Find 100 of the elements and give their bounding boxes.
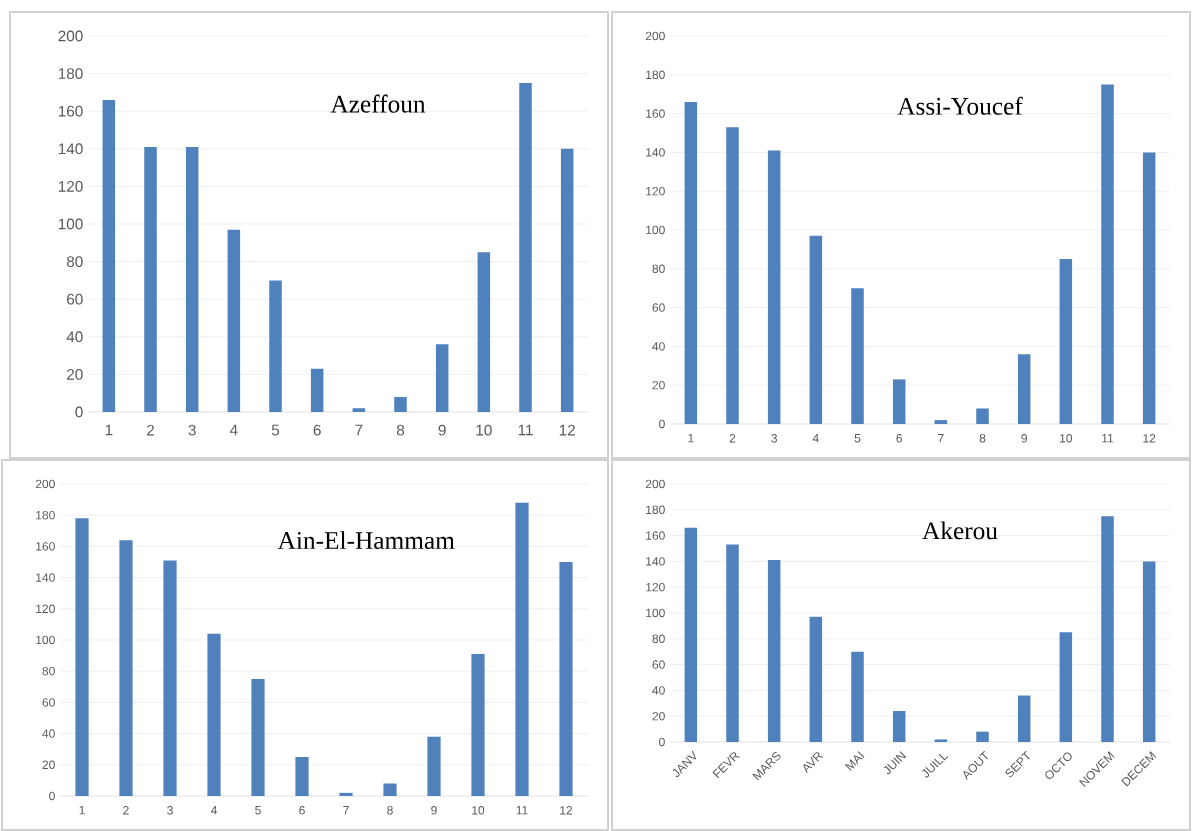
y-tick-label: 160 xyxy=(646,531,665,540)
y-tick-label: 60 xyxy=(652,660,665,669)
bar xyxy=(471,654,485,796)
y-tick-label: 200 xyxy=(645,479,665,489)
x-tick-label: 9 xyxy=(431,806,437,815)
bar xyxy=(560,148,574,412)
text: Assi-Youcef xyxy=(897,96,1023,115)
y-tick-label: 20 xyxy=(652,711,665,721)
bar xyxy=(1142,152,1156,424)
y-tick-label: 120 xyxy=(36,604,55,614)
bar xyxy=(227,229,241,412)
y-tick-label: 160 xyxy=(58,105,83,117)
bar xyxy=(726,544,739,742)
bar xyxy=(767,560,781,742)
bar xyxy=(251,678,265,796)
text: Azeffoun xyxy=(330,94,426,113)
x-tick-label: 1 xyxy=(688,434,694,443)
x-tick-label: 4 xyxy=(229,424,238,436)
bar xyxy=(976,408,989,424)
y-tick-label: 80 xyxy=(66,256,83,268)
y-tick-label: 40 xyxy=(652,342,665,351)
bar xyxy=(477,252,491,412)
y-tick-label: 120 xyxy=(646,186,665,196)
x-tick-label: 6 xyxy=(313,424,321,436)
bar xyxy=(269,280,282,412)
x-tick-label: 2 xyxy=(729,434,736,443)
x-tick-label: 12 xyxy=(1143,434,1156,443)
bar xyxy=(559,561,573,796)
x-tick-label: 5 xyxy=(255,806,261,815)
y-tick-label: 120 xyxy=(646,582,665,592)
bar xyxy=(1101,516,1114,742)
bar xyxy=(295,756,309,796)
x-tick-label: 5 xyxy=(854,434,861,443)
y-tick-label: 140 xyxy=(36,573,55,582)
x-tick-label: 1 xyxy=(79,806,85,815)
bar xyxy=(767,150,781,424)
bar xyxy=(435,344,449,412)
bar xyxy=(976,731,989,742)
y-tick-label: 20 xyxy=(67,368,83,380)
x-tick-label: 12 xyxy=(560,806,573,815)
x-tick-label: 9 xyxy=(1021,434,1027,443)
bar xyxy=(1059,632,1073,742)
bar xyxy=(1142,561,1156,742)
bar xyxy=(809,235,823,424)
x-tick-label: 8 xyxy=(396,424,405,436)
y-tick-label: 80 xyxy=(652,634,665,644)
bar xyxy=(394,396,407,412)
y-tick-label: 0 xyxy=(75,406,83,418)
x-tick-label: 10 xyxy=(476,424,492,436)
y-tick-label: 100 xyxy=(36,635,55,645)
y-tick-label: 40 xyxy=(42,729,55,738)
bar xyxy=(809,616,823,742)
bar xyxy=(519,82,532,412)
x-tick-label: 11 xyxy=(516,806,528,815)
y-tick-label: 200 xyxy=(35,479,55,489)
x-tick-label: 6 xyxy=(299,806,305,815)
y-tick-label: 40 xyxy=(66,331,83,343)
bar xyxy=(934,739,948,742)
bar xyxy=(892,379,906,424)
bar xyxy=(163,560,177,796)
x-tick-label: 7 xyxy=(355,424,363,436)
x-tick-label: 10 xyxy=(1060,434,1073,443)
x-tick-label: 9 xyxy=(438,424,446,436)
y-tick-label: 200 xyxy=(58,30,83,42)
bar xyxy=(515,502,529,796)
y-tick-label: 80 xyxy=(652,264,665,274)
bar xyxy=(383,783,397,796)
x-tick-label: 3 xyxy=(167,806,173,815)
y-tick-label: 180 xyxy=(646,505,665,515)
x-tick-label: 1 xyxy=(105,424,113,436)
y-tick-label: 160 xyxy=(36,542,55,551)
x-tick-label: 12 xyxy=(559,424,575,436)
y-tick-label: 180 xyxy=(58,68,83,80)
bar xyxy=(684,101,698,424)
y-tick-label: 0 xyxy=(659,737,665,747)
bar xyxy=(892,711,906,742)
y-tick-label: 140 xyxy=(646,557,665,566)
x-tick-label: 8 xyxy=(979,434,986,443)
bar xyxy=(851,288,864,424)
x-tick-label: 2 xyxy=(123,806,129,815)
bar xyxy=(427,736,441,796)
x-tick-label: 4 xyxy=(210,806,217,815)
y-tick-label: 60 xyxy=(652,303,665,312)
y-tick-label: 20 xyxy=(42,760,55,770)
y-tick-label: 40 xyxy=(652,686,665,695)
y-tick-label: 80 xyxy=(42,666,55,676)
y-tick-label: 60 xyxy=(67,293,83,305)
y-tick-label: 100 xyxy=(58,218,83,230)
x-tick-label: 3 xyxy=(188,424,196,436)
y-tick-label: 100 xyxy=(646,608,665,618)
y-tick-label: 0 xyxy=(49,791,55,801)
bar xyxy=(144,146,157,412)
x-tick-label: 4 xyxy=(812,434,819,443)
bar xyxy=(119,540,133,796)
bar xyxy=(207,633,221,796)
x-tick-label: 8 xyxy=(387,806,393,815)
bar xyxy=(1101,84,1114,424)
x-tick-label: 11 xyxy=(518,424,533,436)
bar xyxy=(75,518,89,796)
y-tick-label: 140 xyxy=(58,143,83,155)
